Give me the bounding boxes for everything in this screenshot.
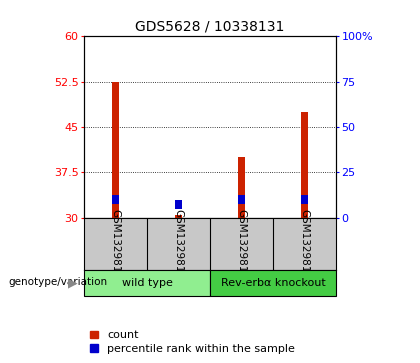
Bar — [176, 200, 182, 209]
Title: GDS5628 / 10338131: GDS5628 / 10338131 — [135, 20, 285, 34]
Bar — [302, 195, 308, 204]
Bar — [301, 112, 308, 218]
Bar — [113, 195, 119, 204]
Text: GSM1329813: GSM1329813 — [236, 209, 247, 279]
Text: Rev-erbα knockout: Rev-erbα knockout — [220, 278, 326, 288]
Legend: count, percentile rank within the sample: count, percentile rank within the sample — [89, 330, 295, 354]
Bar — [210, 270, 336, 296]
Bar — [239, 195, 244, 204]
Bar — [175, 215, 182, 218]
Bar — [112, 82, 119, 218]
Text: GSM1329811: GSM1329811 — [110, 209, 121, 279]
Text: GSM1329814: GSM1329814 — [299, 209, 310, 279]
Text: ▶: ▶ — [68, 276, 78, 289]
Text: wild type: wild type — [121, 278, 173, 288]
Text: GSM1329812: GSM1329812 — [173, 209, 184, 279]
Bar — [84, 270, 210, 296]
Bar — [238, 157, 245, 218]
Text: genotype/variation: genotype/variation — [8, 277, 108, 287]
